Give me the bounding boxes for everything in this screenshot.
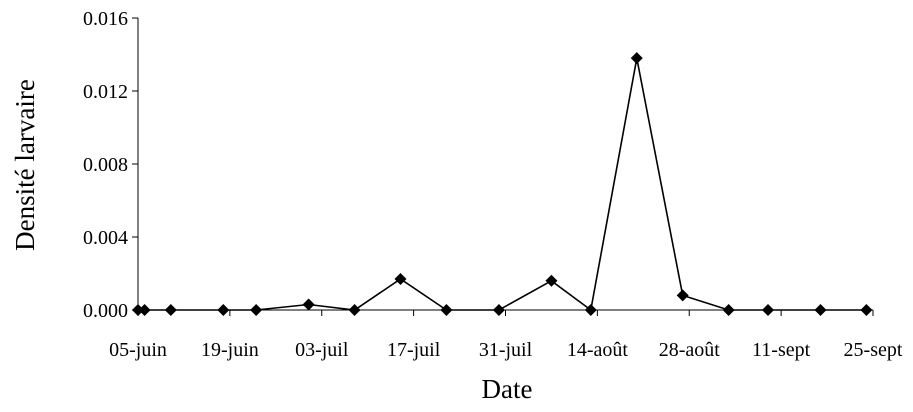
data-point-marker <box>722 304 735 316</box>
x-tick-label: 03-juil <box>295 339 349 361</box>
data-point-marker <box>394 272 407 285</box>
data-point-marker <box>860 304 873 316</box>
x-tick-label: 19-juin <box>201 339 259 361</box>
data-point-marker <box>217 304 230 316</box>
x-tick-label: 17-juil <box>387 339 441 361</box>
data-point-marker <box>440 304 453 316</box>
y-tick-label: 0.016 <box>83 8 128 30</box>
x-ticks: 05-juin 19-juin 03-juil 17-juil 31-juil 14-ao… <box>109 310 903 361</box>
x-tick-label: 05-juin <box>109 339 167 361</box>
series-markers <box>132 52 873 316</box>
data-point-marker <box>302 298 315 311</box>
x-tick-label: 11-sept <box>752 339 811 361</box>
data-point-marker <box>164 304 177 316</box>
x-tick-label: 28-août <box>659 339 721 361</box>
y-tick-label: 0.012 <box>83 81 128 103</box>
x-tick-label: 14-août <box>567 339 629 361</box>
data-point-marker <box>545 274 558 287</box>
x-axis-title: Date <box>482 374 533 404</box>
series-line <box>138 58 867 312</box>
y-axis-title: Densité larvaire <box>10 79 40 251</box>
data-point-marker <box>492 304 505 316</box>
data-point-marker <box>584 304 597 316</box>
x-tick-label: 25-sept <box>844 339 903 361</box>
data-point-marker <box>250 304 263 316</box>
data-point-marker <box>132 304 144 316</box>
axes <box>137 18 873 311</box>
data-point-marker <box>630 52 643 65</box>
x-tick-label: 31-juil <box>479 339 533 361</box>
y-ticks: 0.000 0.004 0.008 0.012 0.016 <box>83 8 138 322</box>
data-point-marker <box>762 304 774 316</box>
y-tick-label: 0.000 <box>83 300 128 322</box>
y-tick-label: 0.008 <box>83 154 128 176</box>
data-point-marker <box>676 289 689 302</box>
data-point-marker <box>138 304 151 316</box>
data-point-marker <box>814 304 827 316</box>
data-point-marker <box>348 304 361 316</box>
y-tick-label: 0.004 <box>83 227 128 249</box>
